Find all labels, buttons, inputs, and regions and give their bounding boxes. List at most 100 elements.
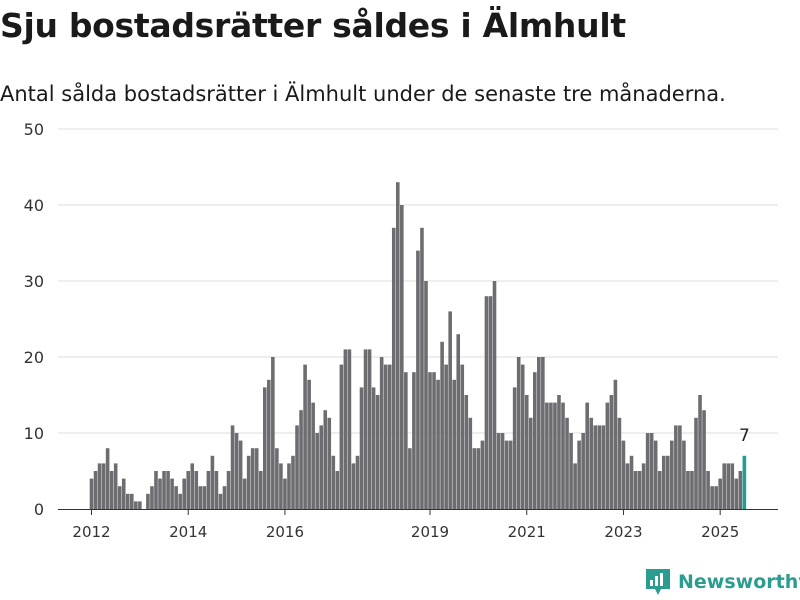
bar: [472, 448, 477, 509]
bar: [89, 478, 94, 509]
bar: [323, 410, 328, 509]
bar: [158, 478, 162, 509]
bar: [694, 417, 698, 509]
bar: [573, 463, 577, 509]
bar: [279, 463, 283, 509]
y-tick-label: 50: [24, 120, 44, 139]
bar: [512, 387, 517, 509]
bar: [533, 372, 537, 509]
bar: [722, 463, 727, 509]
bar: [319, 425, 324, 509]
bar: [520, 364, 525, 509]
bar: [569, 433, 573, 509]
bar: [178, 493, 182, 509]
bar: [287, 463, 291, 509]
bar: [444, 364, 448, 509]
bar: [367, 349, 372, 509]
bar: [637, 471, 642, 509]
bar: [440, 341, 444, 509]
bar: [355, 455, 360, 509]
bar: [710, 486, 714, 509]
bar: [311, 402, 315, 509]
bar: [633, 471, 638, 509]
bar: [109, 471, 114, 509]
bar: [653, 440, 658, 509]
x-tick-label: 2025: [701, 523, 739, 541]
bar: [561, 402, 565, 509]
bar: [242, 478, 247, 509]
bar: [649, 433, 654, 509]
bar: [315, 433, 319, 509]
bar: [130, 493, 134, 509]
data-label-latest: 7: [739, 426, 750, 446]
bar: [484, 296, 489, 509]
bar: [275, 448, 279, 509]
bar: [625, 463, 630, 509]
bar: [210, 455, 215, 509]
bar: [271, 357, 275, 509]
bar: [105, 448, 110, 509]
bar: [456, 334, 461, 509]
bar: [238, 440, 243, 509]
x-tick-label: 2019: [411, 523, 449, 541]
bar: [476, 448, 481, 509]
bar: [331, 455, 336, 509]
bar: [295, 425, 299, 509]
bar: [254, 448, 259, 509]
bar: [726, 463, 731, 509]
bar: [537, 357, 541, 509]
bar: [565, 417, 569, 509]
bar: [448, 311, 452, 509]
bar: [125, 493, 130, 509]
bar: [379, 357, 384, 509]
bar: [262, 387, 267, 509]
bar: [714, 486, 718, 509]
bar: [170, 478, 174, 509]
bar: [226, 471, 231, 509]
bar: [230, 425, 235, 509]
bar: [496, 433, 501, 509]
bar: [464, 395, 469, 509]
bar: [299, 410, 303, 509]
x-tick-label: 2021: [508, 523, 546, 541]
bar: [738, 471, 743, 509]
bar: [267, 379, 271, 509]
bar: [198, 486, 203, 509]
bar: [452, 379, 456, 509]
bar: [585, 402, 589, 509]
bar: [657, 471, 662, 509]
bar: [347, 349, 352, 509]
x-tick-label: 2016: [266, 523, 304, 541]
bar: [190, 463, 195, 509]
bar: [718, 478, 722, 509]
bar: [113, 463, 118, 509]
bar: [307, 379, 311, 509]
bar: [698, 395, 702, 509]
bar: [730, 463, 735, 509]
bar: [383, 364, 388, 509]
bar: [351, 463, 356, 509]
bar: [162, 471, 166, 509]
bar: [665, 455, 670, 509]
bar: [516, 357, 521, 509]
bar: [335, 471, 340, 509]
bar: [601, 425, 606, 509]
page-subtitle: Antal sålda bostadsrätter i Älmhult unde…: [0, 82, 726, 106]
brand-name: Newsworthy: [678, 571, 800, 593]
bar: [206, 471, 211, 509]
bar: [371, 387, 376, 509]
y-tick-label: 30: [24, 272, 44, 291]
bar: [202, 486, 207, 509]
bar: [146, 493, 150, 509]
bar: [682, 440, 686, 509]
bar: [214, 471, 219, 509]
bar: [117, 486, 122, 509]
bar: [589, 417, 594, 509]
bar: [734, 478, 739, 509]
bar: [545, 402, 549, 509]
bar: [500, 433, 505, 509]
bar: [504, 440, 509, 509]
y-tick-label: 10: [24, 424, 44, 443]
bar: [400, 205, 404, 509]
bar: [609, 395, 614, 509]
